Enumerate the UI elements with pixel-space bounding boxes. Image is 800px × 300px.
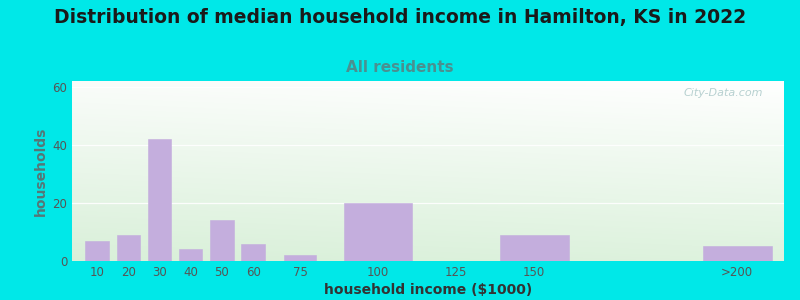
Bar	[344, 203, 412, 261]
Y-axis label: households: households	[34, 126, 48, 216]
Bar	[210, 220, 234, 261]
Bar	[86, 241, 109, 261]
X-axis label: household income ($1000): household income ($1000)	[324, 283, 532, 297]
Bar	[703, 247, 771, 261]
Bar	[500, 235, 569, 261]
Text: Distribution of median household income in Hamilton, KS in 2022: Distribution of median household income …	[54, 8, 746, 26]
Bar	[284, 255, 315, 261]
Bar	[179, 249, 202, 261]
Text: City-Data.com: City-Data.com	[683, 88, 762, 98]
Bar	[148, 139, 171, 261]
Text: All residents: All residents	[346, 60, 454, 75]
Bar	[242, 244, 265, 261]
Bar	[117, 235, 140, 261]
